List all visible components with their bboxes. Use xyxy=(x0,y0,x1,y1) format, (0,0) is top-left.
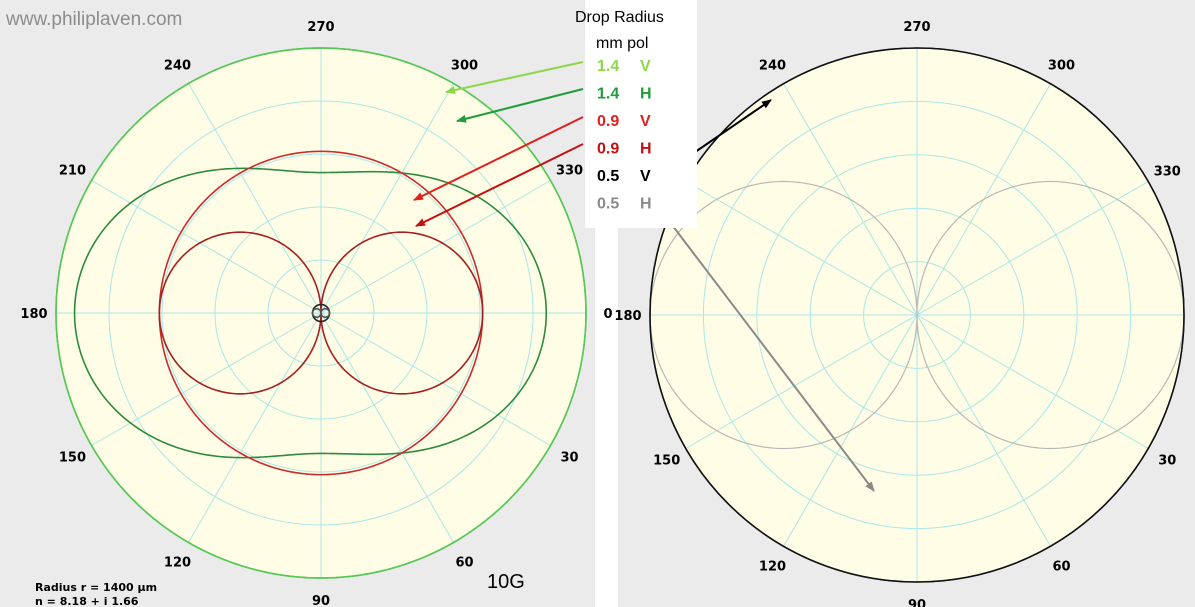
legend-arrow xyxy=(445,61,584,94)
angle-tick-label: 270 xyxy=(307,20,334,35)
grid-spoke xyxy=(188,83,322,314)
angle-tick-label: 150 xyxy=(59,451,86,466)
legend-title-line2: mm pol xyxy=(596,35,648,52)
angle-tick-label: 240 xyxy=(164,58,191,73)
grid-spoke xyxy=(188,312,322,543)
grid-spoke xyxy=(916,314,1149,449)
legend-arrow xyxy=(665,216,875,492)
legend-row-radius: 0.5 xyxy=(597,168,619,185)
angle-tick-label: 330 xyxy=(1154,165,1181,180)
grid-spoke xyxy=(916,181,1149,316)
angle-tick-label: 0 xyxy=(603,307,612,322)
angle-tick-label: 60 xyxy=(455,556,473,571)
plot-boundary xyxy=(55,47,587,579)
grid-spoke xyxy=(91,180,322,314)
angle-tick-label: 240 xyxy=(759,59,786,74)
angle-tick-label: 210 xyxy=(59,164,86,179)
footnote-refractive-index: n = 8.18 + i 1.66 xyxy=(35,595,139,607)
legend-arrow xyxy=(413,116,584,201)
angle-tick-label: 60 xyxy=(1052,559,1070,574)
angle-tick-label: 300 xyxy=(451,58,478,73)
legend: 1.4 V 1.4 H 0.9 V 0.9 H 0.5 V 0.5 H xyxy=(597,58,652,213)
legend-arrow xyxy=(456,88,584,123)
legend-row-radius: 0.5 xyxy=(597,196,619,213)
angle-tick-label: 330 xyxy=(556,164,583,179)
legend-row-radius: 1.4 xyxy=(597,58,619,75)
grid-spoke xyxy=(91,312,322,446)
series-0-9-H-trace xyxy=(158,231,484,395)
angle-tick-label: 180 xyxy=(614,309,641,324)
angle-tick-label: 300 xyxy=(1048,59,1075,74)
legend-row-radius: 0.9 xyxy=(597,113,619,130)
legend-backdrop xyxy=(585,0,697,228)
footnote-radius: Radius r = 1400 µm xyxy=(35,581,157,594)
legend-row-polarization: V xyxy=(640,58,651,75)
angle-tick-label: 120 xyxy=(759,559,786,574)
plot-boundary xyxy=(649,47,1185,583)
legend-title-line1: Drop Radius xyxy=(575,9,664,26)
grid-spoke xyxy=(685,314,918,449)
angle-tick-label: 90 xyxy=(312,594,330,607)
legend-row-radius: 1.4 xyxy=(597,86,619,103)
angle-tick-label: 120 xyxy=(164,556,191,571)
grid-spoke xyxy=(320,180,551,314)
legend-arrow xyxy=(415,143,584,227)
legend-row-polarization: H xyxy=(640,196,652,213)
angle-tick-label: 30 xyxy=(561,451,579,466)
angle-tick-label: 90 xyxy=(908,598,926,607)
legend-row-polarization: H xyxy=(640,141,652,158)
left-polar-chart: 0 30 60 90 120 150 180 210 240 270 300 330 xyxy=(20,20,612,607)
grid-spoke xyxy=(320,312,551,446)
legend-row-polarization: H xyxy=(640,86,652,103)
legend-row-radius: 0.9 xyxy=(597,141,619,158)
angle-tick-label: 180 xyxy=(20,307,47,322)
legend-row-polarization: V xyxy=(640,113,651,130)
angle-tick-label: 270 xyxy=(903,20,930,35)
frequency-label: 10G xyxy=(487,571,525,593)
grid-spoke xyxy=(320,83,454,314)
series-0-5-H-trace xyxy=(311,307,331,319)
grid-spoke xyxy=(685,181,918,316)
angle-tick-label: 150 xyxy=(653,454,680,469)
angle-tick-label: 30 xyxy=(1158,454,1176,469)
watermark-text: www.philiplaven.com xyxy=(5,9,182,30)
grid-spoke xyxy=(320,312,454,543)
legend-row-polarization: V xyxy=(640,168,651,185)
